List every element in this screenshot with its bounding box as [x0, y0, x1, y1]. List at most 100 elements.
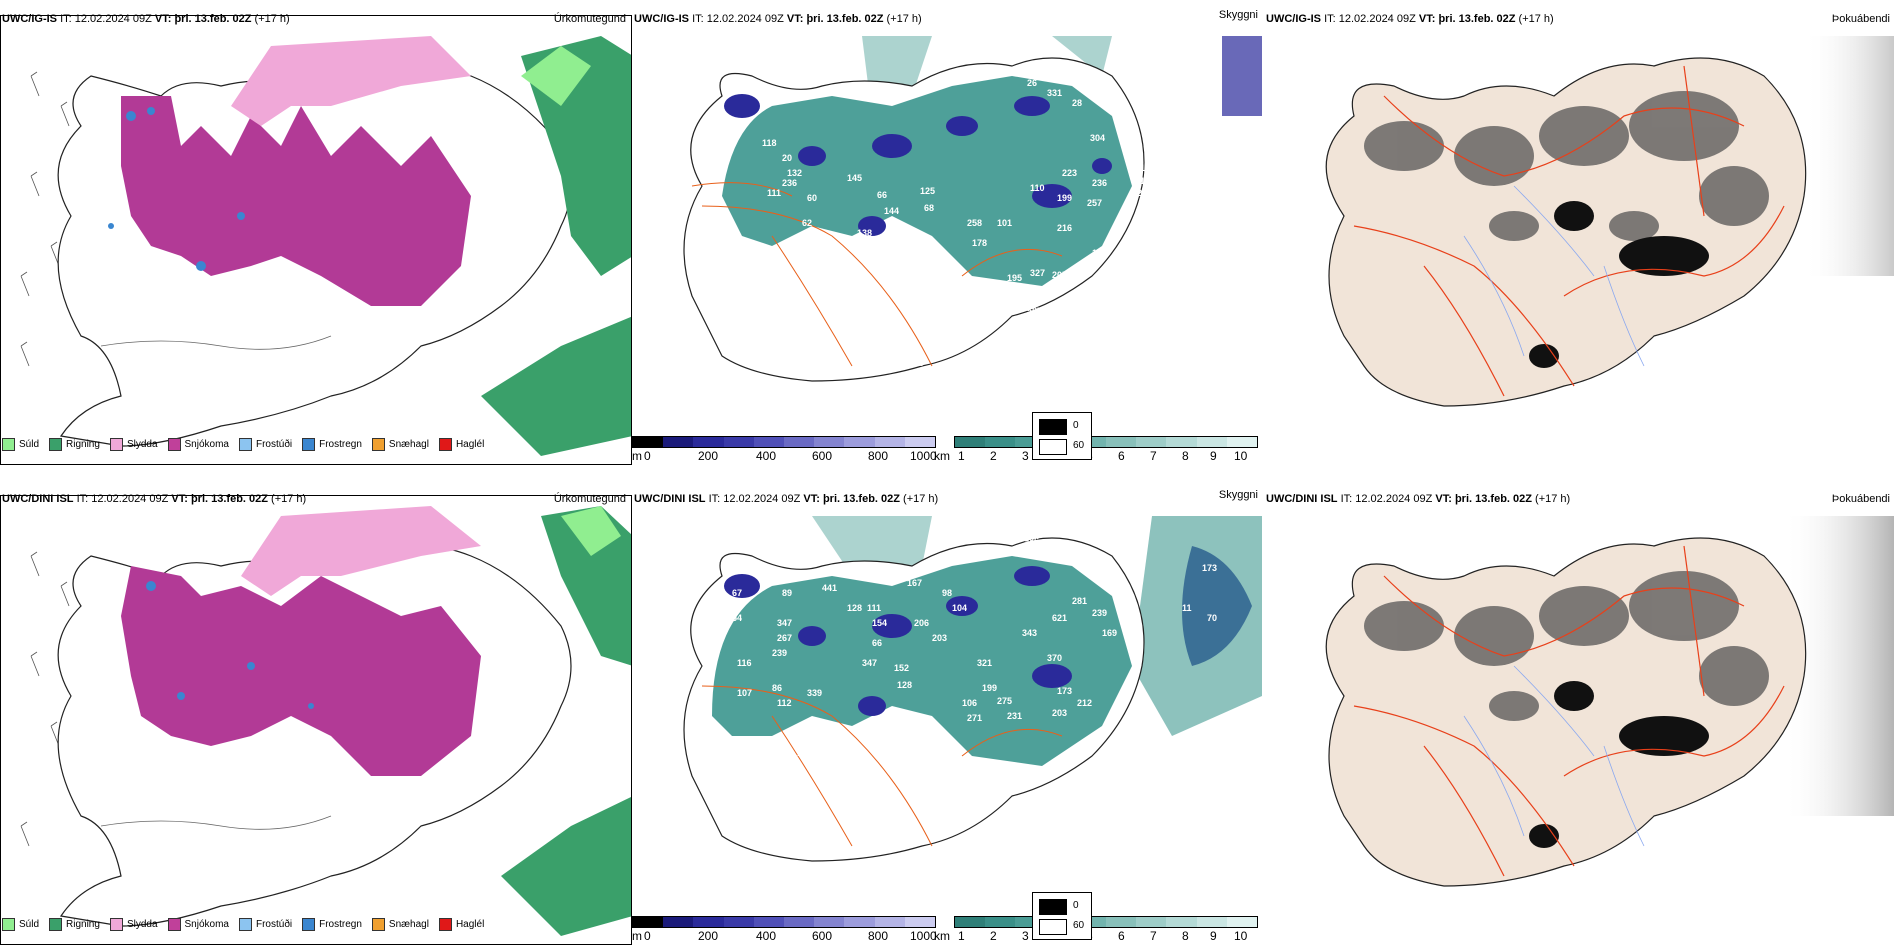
vis-tick: 7	[1150, 449, 1157, 463]
lead-time: (+17 h)	[886, 13, 922, 25]
legend-label: Frostúði	[255, 438, 293, 450]
panel-title: Úrkomutegund	[553, 13, 626, 25]
visibility-unit: km	[934, 449, 950, 463]
elev-tick: 0	[644, 449, 651, 463]
vis-label: 152	[894, 663, 909, 673]
vis-tick: 2	[990, 449, 997, 463]
vis-label: 173	[1057, 686, 1072, 696]
fog-map	[1264, 516, 1894, 916]
legend-swatch	[167, 917, 181, 931]
vis-label: 154	[727, 613, 742, 623]
model-name: UWC/DINI ISL	[634, 493, 706, 505]
vis-label: 55	[750, 83, 760, 93]
legend-item: Rigning	[49, 917, 100, 931]
vis-label: 144	[884, 206, 899, 216]
precip-map-svg	[20, 506, 631, 936]
vis-tick: 7	[1150, 929, 1157, 943]
legend-item: Rigning	[49, 437, 100, 451]
panel-header: UWC/DINI ISL IT: 12.02.2024 09Z VT: þri.…	[1264, 490, 1900, 508]
precip-type-map	[0, 495, 632, 945]
vt-label: VT:	[154, 13, 172, 25]
legend-swatch	[302, 437, 316, 451]
rain-region-south	[481, 316, 631, 456]
legend-swatch	[2, 437, 15, 451]
rivers	[1463, 185, 1645, 367]
legend-swatch	[109, 437, 123, 451]
vis-label: 104	[952, 603, 967, 613]
legend-label: Snjókoma	[184, 918, 229, 930]
lead-time: (+17 h)	[903, 493, 939, 505]
precip-type-map	[0, 15, 632, 465]
lead-time: (+17 h)	[1518, 13, 1554, 25]
vis-label: 65	[812, 268, 822, 278]
vis-label: 75	[732, 560, 742, 570]
vis-tick: 8	[1182, 929, 1189, 943]
elevation-unit: m	[632, 449, 642, 463]
drizzle-region	[521, 46, 591, 106]
legend-item: Snjókoma	[167, 437, 229, 451]
vis-tick: 2	[990, 929, 997, 943]
legend-item: Slydda	[109, 917, 158, 931]
vis-label: 68	[924, 203, 934, 213]
elev-tick: 600	[812, 449, 833, 463]
panel-visibility-dini: UWC/DINI ISL IT: 12.02.2024 09Z VT: þri.…	[632, 489, 1262, 943]
model-name: UWC/DINI ISL	[2, 493, 74, 505]
visibility-labels: 75 61 67 89 154 347 267 239 116 107 86 3…	[727, 536, 1217, 883]
vis-label: 370	[1047, 653, 1062, 663]
elev-tick: 400	[756, 449, 777, 463]
roads	[1353, 545, 1785, 877]
visibility-map: 62 55 57 118 20 132 111 236 60 62 480 13…	[632, 36, 1262, 406]
elev-tick: 800	[868, 449, 889, 463]
vis-label: 206	[914, 618, 929, 628]
vis-label: 138	[857, 228, 872, 238]
legend-swatch	[438, 437, 452, 451]
panel-precip-type-dini: UWC/DINI ISL IT: 12.02.2024 09Z VT: þri.…	[0, 490, 632, 945]
legend-label: Haglél	[455, 438, 485, 450]
legend-swatch	[238, 917, 252, 931]
vis-label: 133	[1077, 266, 1092, 276]
legend-item: Snæhagl	[371, 917, 429, 931]
fog-swatch-light	[1039, 439, 1067, 455]
vis-label: 480	[822, 243, 837, 253]
vis-label: 441	[822, 583, 837, 593]
fog-map-svg	[1325, 36, 1894, 407]
vis-label: 216	[1057, 223, 1072, 233]
vis-tick: 10	[1234, 449, 1248, 463]
vis-label: 60	[807, 193, 817, 203]
panel-title: Þokuábendi	[1831, 13, 1890, 25]
visibility-map: 75 61 67 89 154 347 267 239 116 107 86 3…	[632, 516, 1262, 886]
rivers	[1463, 665, 1645, 847]
legend-item: Súld	[2, 917, 39, 931]
vis-label: 327	[1030, 268, 1045, 278]
vis-label: 339	[807, 688, 822, 698]
fog-tick: 60	[1073, 920, 1085, 931]
fog-swatch-dark	[1039, 419, 1067, 435]
legend-swatch	[371, 917, 385, 931]
vis-label: 199	[1057, 193, 1072, 203]
vis-label: 195	[1007, 273, 1022, 283]
vis-label: 89	[914, 358, 924, 368]
it-label: IT:	[692, 13, 704, 25]
model-name: UWC/IG-IS	[2, 13, 57, 25]
legend-label: Haglél	[455, 918, 485, 930]
elev-tick: 1000	[910, 929, 937, 943]
snow-region	[121, 566, 481, 776]
legend-swatch	[2, 917, 15, 931]
lead-time: (+17 h)	[1535, 493, 1571, 505]
vis-label: 205	[1052, 270, 1067, 280]
vis-label: 57	[727, 118, 737, 128]
elevation-unit: m	[632, 929, 642, 943]
sleet-region	[231, 36, 471, 126]
roads	[691, 182, 1063, 367]
vis-tick: 9	[1210, 929, 1217, 943]
vis-label: 104	[917, 388, 932, 398]
visibility-colorbars: m 0 200 400 600 800 1000 km 1 2 3 4 5 6 …	[632, 436, 1262, 470]
visibility-map-svg: 75 61 67 89 154 347 267 239 116 107 86 3…	[683, 516, 1262, 883]
vis-label: 20	[782, 153, 792, 163]
vis-label: 178	[1140, 176, 1155, 186]
legend-swatch	[49, 917, 63, 931]
vis-label: 271	[967, 713, 982, 723]
vis-label: 132	[787, 168, 802, 178]
legend-label: Snjókoma	[184, 438, 229, 450]
vis-label: 304	[1090, 133, 1105, 143]
